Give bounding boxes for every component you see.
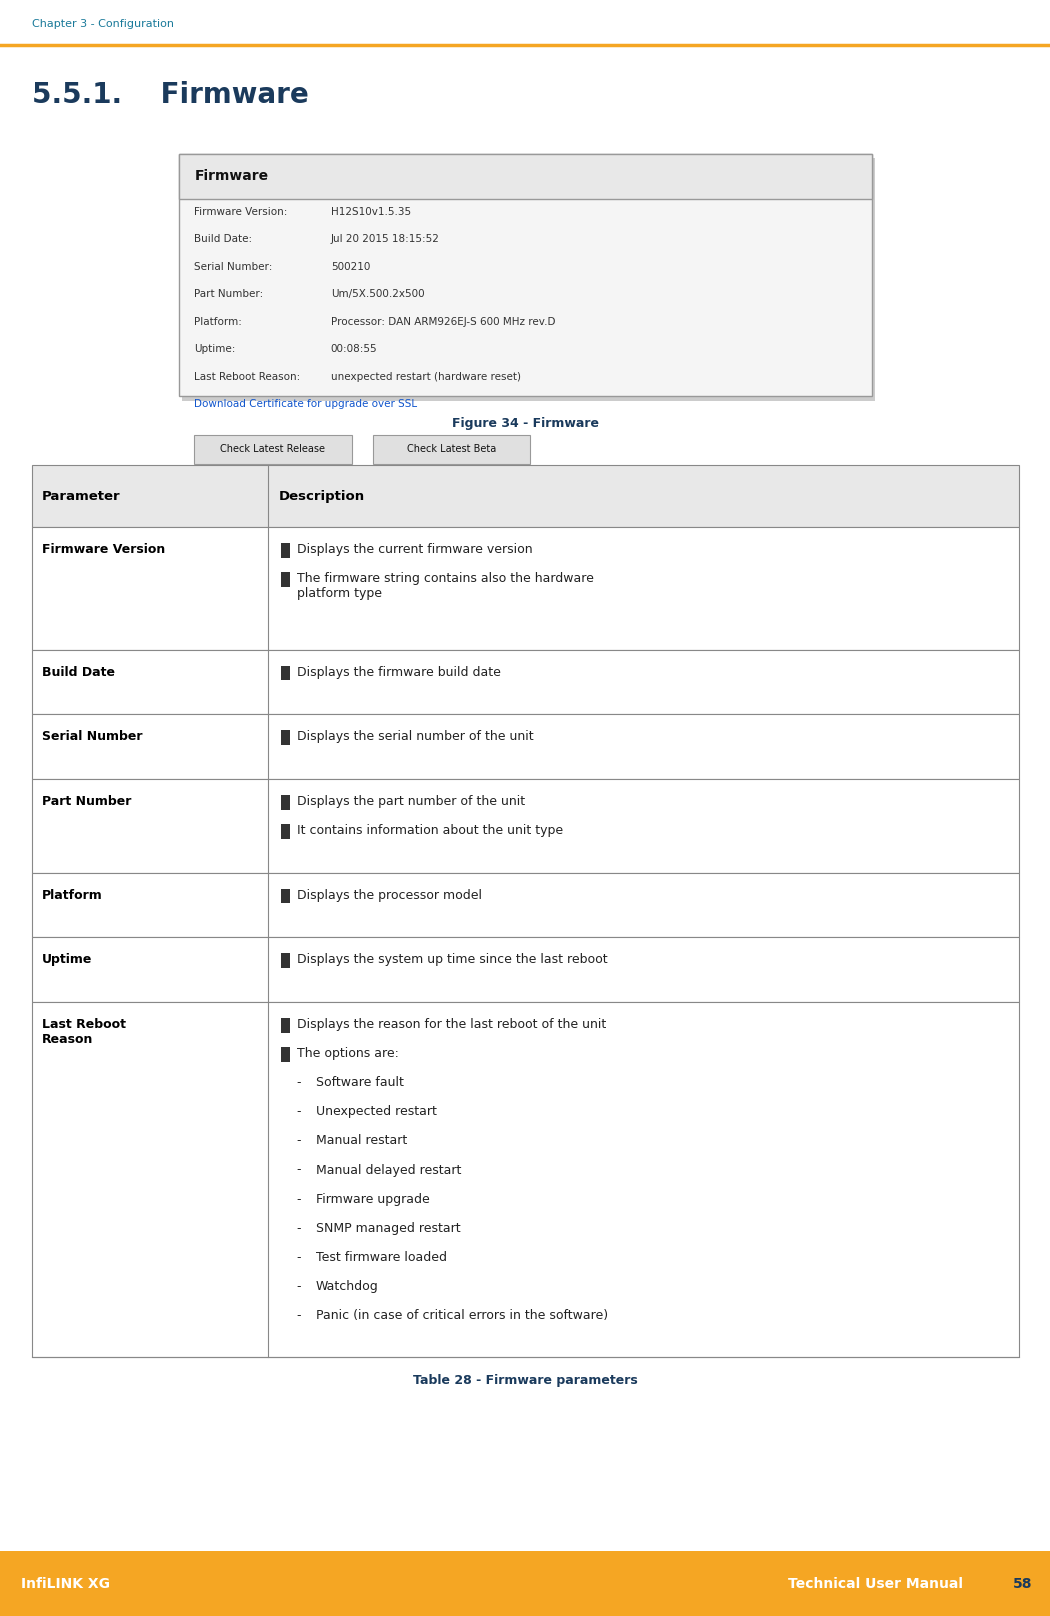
FancyBboxPatch shape <box>32 650 1018 714</box>
Text: Processor: DAN ARM926EJ-S 600 MHz rev.D: Processor: DAN ARM926EJ-S 600 MHz rev.D <box>331 317 555 326</box>
Text: Uptime: Uptime <box>42 953 92 966</box>
Bar <box>281 666 291 680</box>
Text: Firmware Version:: Firmware Version: <box>194 207 288 217</box>
Text: Last Reboot
Reason: Last Reboot Reason <box>42 1018 126 1046</box>
FancyBboxPatch shape <box>32 465 1018 527</box>
Text: It contains information about the unit type: It contains information about the unit t… <box>297 824 563 837</box>
Text: Displays the firmware build date: Displays the firmware build date <box>297 666 501 679</box>
Text: Displays the system up time since the last reboot: Displays the system up time since the la… <box>297 953 607 966</box>
Text: Displays the processor model: Displays the processor model <box>297 889 482 902</box>
Bar <box>281 730 291 745</box>
Text: Last Reboot Reason:: Last Reboot Reason: <box>194 372 300 381</box>
FancyBboxPatch shape <box>32 714 1018 779</box>
Text: Displays the current firmware version: Displays the current firmware version <box>297 543 532 556</box>
Text: Um/5X.500.2x500: Um/5X.500.2x500 <box>331 289 424 299</box>
Bar <box>281 889 291 903</box>
Text: Displays the serial number of the unit: Displays the serial number of the unit <box>297 730 533 743</box>
Text: H12S10v1.5.35: H12S10v1.5.35 <box>331 207 411 217</box>
Text: Check Latest Beta: Check Latest Beta <box>407 444 496 454</box>
Text: Serial Number:: Serial Number: <box>194 262 273 271</box>
Text: Build Date:: Build Date: <box>194 234 252 244</box>
Text: -: - <box>297 1134 301 1147</box>
FancyBboxPatch shape <box>32 779 1018 873</box>
FancyBboxPatch shape <box>178 154 871 396</box>
Text: SNMP managed restart: SNMP managed restart <box>316 1222 460 1235</box>
Text: -: - <box>297 1251 301 1264</box>
FancyBboxPatch shape <box>182 158 875 401</box>
Bar <box>281 572 291 587</box>
Text: 00:08:55: 00:08:55 <box>331 344 377 354</box>
Text: Figure 34 - Firmware: Figure 34 - Firmware <box>452 417 598 430</box>
Text: Table 28 - Firmware parameters: Table 28 - Firmware parameters <box>413 1374 637 1387</box>
Text: The options are:: The options are: <box>297 1047 399 1060</box>
FancyBboxPatch shape <box>32 873 1018 937</box>
Text: Part Number: Part Number <box>42 795 131 808</box>
Text: Serial Number: Serial Number <box>42 730 143 743</box>
Text: Platform: Platform <box>42 889 103 902</box>
Bar <box>281 953 291 968</box>
Text: -: - <box>297 1105 301 1118</box>
Text: Panic (in case of critical errors in the software): Panic (in case of critical errors in the… <box>316 1309 608 1322</box>
Text: -: - <box>297 1164 301 1176</box>
Text: Uptime:: Uptime: <box>194 344 235 354</box>
Text: Platform:: Platform: <box>194 317 243 326</box>
Text: Parameter: Parameter <box>42 490 121 503</box>
Text: Firmware Version: Firmware Version <box>42 543 165 556</box>
Text: -: - <box>297 1280 301 1293</box>
Text: 58: 58 <box>1013 1577 1033 1590</box>
Text: -: - <box>297 1222 301 1235</box>
Bar <box>281 1047 291 1062</box>
Bar <box>281 795 291 810</box>
Bar <box>281 1018 291 1033</box>
Text: Description: Description <box>279 490 365 503</box>
Text: -: - <box>297 1076 301 1089</box>
Text: Manual delayed restart: Manual delayed restart <box>316 1164 461 1176</box>
Text: -: - <box>297 1193 301 1206</box>
Text: unexpected restart (hardware reset): unexpected restart (hardware reset) <box>331 372 521 381</box>
FancyBboxPatch shape <box>0 1551 1050 1616</box>
Text: The firmware string contains also the hardware
platform type: The firmware string contains also the ha… <box>297 572 593 600</box>
Text: Build Date: Build Date <box>42 666 116 679</box>
Text: InfiLINK XG: InfiLINK XG <box>21 1577 110 1590</box>
FancyBboxPatch shape <box>32 1002 1018 1357</box>
Text: Check Latest Release: Check Latest Release <box>220 444 326 454</box>
Text: Manual restart: Manual restart <box>316 1134 407 1147</box>
Text: Unexpected restart: Unexpected restart <box>316 1105 437 1118</box>
Text: Watchdog: Watchdog <box>316 1280 378 1293</box>
Text: Test firmware loaded: Test firmware loaded <box>316 1251 446 1264</box>
FancyBboxPatch shape <box>178 154 871 199</box>
Text: Part Number:: Part Number: <box>194 289 264 299</box>
Bar <box>281 824 291 839</box>
Text: Software fault: Software fault <box>316 1076 403 1089</box>
Text: Displays the reason for the last reboot of the unit: Displays the reason for the last reboot … <box>297 1018 606 1031</box>
Text: -: - <box>297 1309 301 1322</box>
FancyBboxPatch shape <box>32 527 1018 650</box>
Text: Download Certificate for upgrade over SSL: Download Certificate for upgrade over SS… <box>194 399 418 409</box>
Text: 500210: 500210 <box>331 262 370 271</box>
Text: Firmware upgrade: Firmware upgrade <box>316 1193 429 1206</box>
Text: Displays the part number of the unit: Displays the part number of the unit <box>297 795 525 808</box>
FancyBboxPatch shape <box>194 435 352 464</box>
Text: 5.5.1.    Firmware: 5.5.1. Firmware <box>32 81 309 108</box>
Text: Chapter 3 - Configuration: Chapter 3 - Configuration <box>32 19 173 29</box>
FancyBboxPatch shape <box>373 435 530 464</box>
Text: Firmware: Firmware <box>194 170 269 183</box>
Text: Jul 20 2015 18:15:52: Jul 20 2015 18:15:52 <box>331 234 440 244</box>
Bar <box>281 543 291 558</box>
FancyBboxPatch shape <box>32 937 1018 1002</box>
Text: Technical User Manual: Technical User Manual <box>788 1577 963 1590</box>
